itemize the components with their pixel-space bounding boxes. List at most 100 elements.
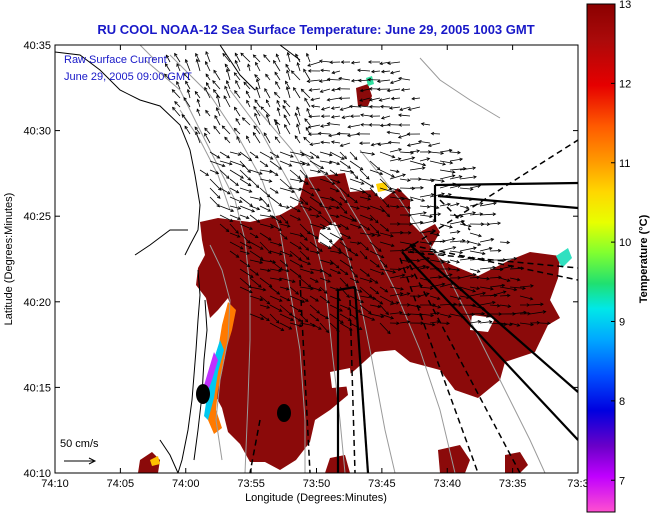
current-vector: [459, 247, 477, 252]
current-vector-head: [448, 273, 453, 277]
current-vector-head: [476, 269, 481, 273]
current-vector: [499, 304, 511, 307]
current-vector: [360, 114, 371, 117]
current-vector-head: [407, 107, 412, 111]
current-vector-head: [298, 323, 303, 328]
current-vector: [329, 223, 341, 227]
current-vector-head: [422, 264, 427, 269]
current-vector: [449, 250, 463, 254]
current-vector-head: [367, 60, 372, 64]
current-vector-head: [266, 305, 271, 309]
current-vector: [329, 241, 341, 251]
current-vector: [329, 259, 340, 269]
current-vector: [449, 240, 465, 243]
current-vector: [389, 301, 399, 306]
current-vector: [309, 214, 320, 217]
current-vector-head: [408, 231, 412, 235]
current-vector-head: [265, 73, 269, 78]
current-vector-head: [384, 264, 388, 268]
current-vector: [339, 268, 348, 275]
current-vector: [299, 151, 314, 159]
station-marker-2[interactable]: [277, 404, 291, 422]
current-vector-head: [184, 125, 188, 130]
current-vector: [239, 160, 251, 173]
lane-dashed-5: [409, 244, 578, 281]
current-vector: [459, 273, 476, 279]
current-vector-head: [248, 189, 253, 193]
current-vector-head: [216, 195, 221, 199]
current-vector: [369, 304, 381, 308]
current-vector-head: [235, 230, 239, 234]
colorbar-tick-label: 10: [619, 237, 631, 249]
current-vector: [184, 125, 191, 135]
current-vector-head: [354, 274, 358, 278]
x-axis-ticks: 74:10 74:05 74:00 73:55 73:50 73:45 73:40 73:35…: [41, 45, 589, 490]
current-vector-head: [441, 179, 445, 183]
current-vector: [276, 53, 281, 63]
current-vector: [369, 232, 381, 236]
current-vector: [499, 277, 510, 282]
current-vector: [309, 277, 319, 283]
current-vector-head: [240, 175, 244, 179]
current-vector-head: [359, 166, 364, 171]
current-vector-head: [298, 187, 303, 192]
current-vector: [269, 160, 282, 170]
current-vector: [429, 213, 441, 216]
current-vector-head: [430, 313, 435, 318]
current-vector-head: [196, 108, 200, 113]
colorbar-label: Temperature (°C): [638, 214, 650, 303]
current-vector: [409, 160, 426, 166]
current-vector-head: [398, 188, 403, 193]
current-vector-head: [307, 132, 312, 136]
current-vector-head: [296, 61, 300, 66]
scale-arrow-head: [88, 457, 97, 465]
small-yellow-patch: [150, 456, 160, 466]
current-vector-head: [301, 152, 305, 157]
current-vector-head: [406, 132, 411, 136]
current-vector: [176, 63, 181, 72]
current-vector-head: [401, 273, 406, 278]
current-vector-head: [283, 114, 287, 119]
current-vector-head: [320, 140, 324, 145]
current-vector-head: [425, 292, 430, 296]
current-vector: [299, 322, 316, 327]
current-vector: [209, 187, 221, 199]
current-vector: [309, 295, 319, 302]
current-vector-head: [420, 122, 425, 126]
current-vector: [224, 63, 231, 72]
current-vector-head: [486, 276, 491, 281]
current-vector-head: [278, 252, 283, 256]
current-vector-head: [305, 181, 309, 185]
current-vector: [349, 169, 359, 179]
current-vector-head: [259, 297, 264, 302]
current-vector-head: [267, 237, 272, 241]
current-vector: [282, 105, 291, 117]
current-vector: [379, 295, 394, 304]
current-vector-head: [392, 270, 397, 274]
current-vector: [359, 169, 370, 180]
current-vector: [379, 304, 389, 315]
current-vector: [489, 276, 502, 279]
current-vector: [429, 304, 441, 308]
current-vector: [379, 259, 388, 268]
x-tick-label: 73:55: [237, 478, 265, 490]
current-vector-head: [246, 263, 251, 268]
current-vector: [419, 322, 435, 326]
contour-6: [359, 149, 546, 473]
current-vector: [327, 97, 341, 101]
current-vector: [299, 268, 314, 274]
current-vector-head: [316, 187, 321, 192]
current-vector: [319, 313, 329, 319]
current-vector-head: [513, 256, 518, 261]
current-vector: [279, 178, 292, 190]
current-vector: [299, 178, 309, 185]
current-vector: [249, 277, 262, 288]
current-vector: [256, 78, 261, 90]
current-vector-head: [346, 133, 351, 138]
current-vector-head: [319, 89, 324, 93]
station-marker-1[interactable]: [196, 384, 210, 404]
current-vector: [319, 196, 335, 201]
current-vector: [309, 196, 323, 206]
current-vector: [479, 259, 491, 262]
current-vector-head: [216, 155, 221, 159]
